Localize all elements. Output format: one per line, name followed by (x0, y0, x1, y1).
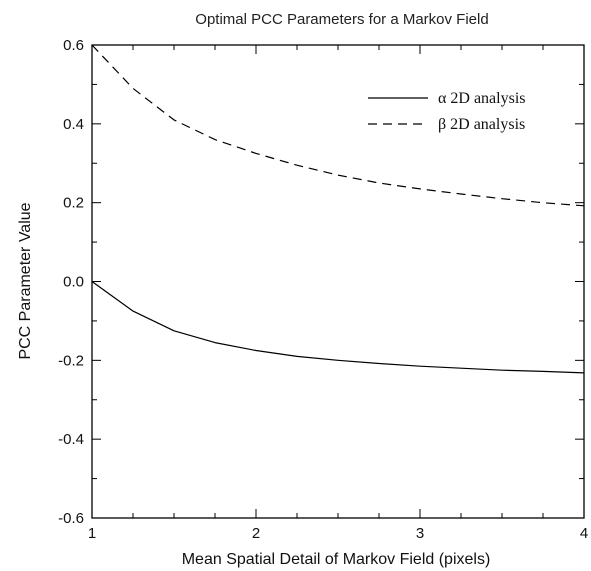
legend: α 2D analysis β 2D analysis (368, 90, 525, 133)
y-tick-label: -0.2 (58, 352, 84, 369)
x-axis-label: Mean Spatial Detail of Markov Field (pix… (182, 551, 491, 568)
y-tick-label: 0.6 (63, 37, 84, 54)
series-alpha-line (91, 281, 585, 374)
legend-label-alpha: α 2D analysis (438, 90, 525, 107)
y-tick-label: 0.4 (63, 116, 84, 133)
x-tick-label: 3 (416, 525, 424, 542)
y-tick-label: 0.2 (63, 195, 84, 212)
tick-labels: 1 2 3 4 -0.6 -0.4 -0.2 0.0 0.2 0.4 0.6 (58, 37, 588, 542)
chart-title: Optimal PCC Parameters for a Markov Fiel… (195, 11, 488, 28)
x-tick-label: 2 (252, 525, 260, 542)
y-axis-label: PCC Parameter Value (17, 202, 34, 359)
y-tick-label: -0.6 (58, 510, 84, 527)
y-tick-label: 0.0 (63, 274, 84, 291)
series-lines (91, 44, 585, 374)
y-tick-label: -0.4 (58, 431, 84, 448)
axis-ticks (91, 44, 585, 519)
x-tick-label: 1 (88, 525, 96, 542)
legend-label-beta: β 2D analysis (438, 116, 525, 133)
x-tick-label: 4 (580, 525, 588, 542)
series-beta-line (91, 44, 585, 207)
